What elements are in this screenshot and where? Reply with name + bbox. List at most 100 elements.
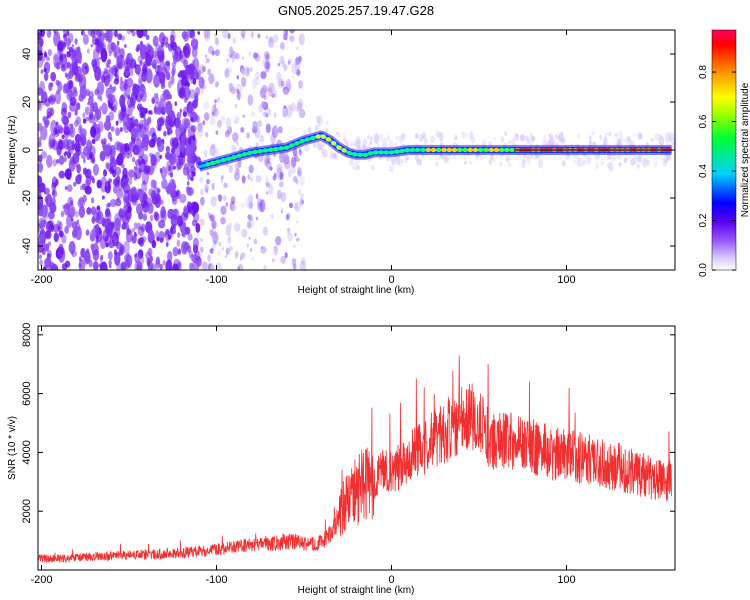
trace-peak: [320, 134, 326, 139]
spectrogram-speckle: [493, 136, 497, 140]
spectrogram-speckle: [137, 226, 145, 237]
spectrogram-speckle: [174, 101, 178, 107]
spectrogram-speckle: [171, 196, 178, 206]
spectrogram-speckle: [79, 135, 87, 147]
spectrogram-speckle: [181, 31, 188, 40]
spectrogram-speckle: [75, 116, 82, 125]
spectrogram-speckle: [165, 242, 169, 247]
spectrogram-speckle: [507, 161, 512, 168]
spectrogram-speckle: [44, 52, 48, 58]
spectrogram-speckle: [253, 238, 258, 245]
spectrogram-speckle: [159, 116, 166, 126]
spectrogram-speckle: [276, 189, 282, 200]
spectrogram-speckle: [205, 178, 211, 185]
spectrogram-speckle: [47, 48, 52, 57]
spectrogram-speckle: [55, 121, 59, 126]
spectrogram-speckle: [83, 146, 90, 156]
trace-peak: [472, 147, 479, 153]
spectrogram-speckle: [187, 63, 196, 74]
spectrogram-speckle: [129, 152, 133, 158]
spectrogram-speckle: [582, 159, 586, 166]
spectrogram-speckle: [653, 160, 658, 168]
spectrogram-speckle: [109, 264, 112, 269]
spectrogram-speckle: [263, 155, 270, 164]
spectrogram-speckle: [325, 127, 329, 134]
spectrogram-speckle: [526, 155, 530, 159]
spectrogram-speckle: [120, 243, 125, 252]
spectrogram-speckle: [285, 213, 290, 221]
spectrogram-speckle: [291, 75, 294, 79]
spectrogram-speckle: [633, 155, 638, 165]
colorbar-tick-label: 0.8: [698, 65, 709, 79]
spectrogram-speckle: [255, 175, 262, 183]
spectrogram-speckle: [74, 108, 78, 116]
spectrogram-speckle: [253, 52, 259, 59]
spectrogram-speckle: [142, 192, 148, 202]
spectrogram-speckle: [178, 49, 184, 60]
spectrogram-speckle: [322, 148, 328, 159]
spectrogram-speckle: [101, 102, 108, 115]
spectrogram-speckle: [90, 126, 97, 138]
spectrogram-speckle: [251, 256, 254, 261]
spectrogram-speckle: [228, 245, 233, 251]
spectrogram-speckle: [637, 132, 643, 140]
spectrogram-speckle: [167, 184, 175, 195]
spectrogram-speckle: [40, 69, 44, 75]
spectrogram-speckle: [236, 141, 239, 146]
spectrogram-speckle: [176, 154, 184, 170]
spectrogram-speckle: [223, 182, 228, 189]
trace-peak: [378, 150, 384, 155]
spectrogram-speckle: [277, 126, 283, 134]
spectrogram-speckle: [76, 163, 81, 174]
spectrogram-speckle: [151, 239, 157, 249]
spectrogram-speckle: [143, 116, 147, 122]
spectrogram-speckle: [382, 143, 386, 149]
spectrogram-speckle: [248, 237, 251, 240]
spectrogram-speckle: [114, 198, 122, 207]
spectrogram-speckle: [241, 175, 246, 184]
spectrogram-speckle: [201, 261, 208, 270]
spectrogram-speckle: [124, 259, 130, 270]
spectrogram-speckle: [193, 70, 200, 80]
spectrogram-speckle: [96, 205, 101, 211]
spectrogram-speckle: [406, 157, 410, 160]
spectrogram-speckle: [41, 204, 48, 218]
spectrogram-speckle: [139, 123, 144, 129]
spectrogram-speckle: [178, 124, 185, 133]
spectrogram-speckle: [66, 214, 73, 228]
spectrogram-speckle: [75, 102, 81, 111]
spectrogram-speckle: [53, 30, 57, 34]
spectrogram-speckle: [160, 199, 164, 206]
spectrogram-speckle: [41, 150, 47, 159]
spectrogram-speckle: [132, 83, 140, 96]
spectrogram-speckle: [287, 227, 291, 232]
spectrogram-speckle: [137, 55, 144, 64]
spectrogram-speckle: [296, 157, 300, 162]
spectrogram-speckle: [400, 132, 405, 142]
trace-peak: [436, 147, 442, 153]
trace-peak: [331, 141, 337, 146]
spectrogram-speckle: [115, 127, 121, 137]
spectrogram-speckle: [257, 120, 263, 128]
y-tick-label: 0: [21, 147, 33, 153]
spectrogram-speckle: [297, 170, 301, 175]
spectrogram-speckle: [158, 219, 166, 229]
spectrogram-speckle: [127, 94, 131, 100]
spectrogram-speckle: [272, 174, 277, 181]
spectrogram-speckle: [123, 204, 128, 212]
spectrogram-speckle: [109, 84, 113, 90]
spectrogram-speckle: [268, 183, 274, 195]
trace-peak: [236, 153, 242, 158]
spectrogram-speckle: [303, 129, 306, 135]
spectrogram-speckle: [608, 131, 612, 137]
spectrogram-speckle: [134, 253, 137, 258]
trace-peak: [310, 135, 316, 141]
trace-peak: [278, 146, 284, 151]
spectrogram-speckle: [191, 171, 196, 177]
spectrogram-speckle: [58, 170, 66, 179]
spectrogram-speckle: [665, 131, 671, 144]
spectrogram-speckle: [349, 157, 354, 166]
spectrogram-speckle: [94, 38, 99, 46]
spectrogram-speckle: [157, 188, 161, 193]
spectrogram-speckle: [116, 40, 120, 46]
